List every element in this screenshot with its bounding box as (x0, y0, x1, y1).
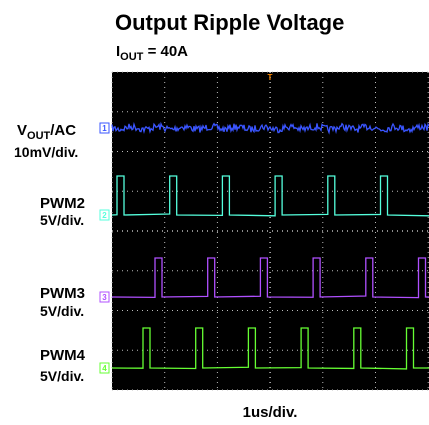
channel-marker-box (99, 122, 110, 134)
pwm4-trace (111, 327, 429, 370)
subtitle: IOUT = 40A (116, 43, 188, 63)
vout-trace (111, 121, 429, 135)
channel-scale: 5V/div. (40, 368, 84, 384)
channel-marker: 4 (102, 364, 107, 373)
name-sub: OUT (27, 130, 51, 142)
trigger-marker: T (268, 73, 273, 82)
name-rest: /AC (50, 122, 76, 139)
channel-scale: 10mV/div. (14, 144, 78, 160)
subtitle-main: I (116, 43, 120, 60)
channel-name: VOUT/AC (17, 122, 76, 142)
channel-marker: 1 (102, 124, 107, 133)
channel-marker-box (99, 291, 110, 303)
title: Output Ripple Voltage (115, 10, 344, 35)
channel-name: PWM2 (40, 195, 85, 212)
waveforms (111, 121, 429, 370)
channel-name: PWM4 (40, 347, 86, 364)
pwm2-trace (111, 175, 429, 217)
subtitle-rest: = 40A (143, 43, 188, 60)
channel-marker: 3 (102, 293, 107, 302)
subtitle-sub: OUT (120, 51, 144, 63)
channel-scale: 5V/div. (40, 212, 84, 228)
pwm3-trace (111, 257, 429, 299)
channel-scale: 5V/div. (40, 303, 84, 319)
channel-name: PWM3 (40, 285, 85, 302)
timebase: 1us/div. (243, 404, 298, 421)
name-main: V (17, 122, 27, 139)
channel-marker: 2 (102, 211, 107, 220)
channel-marker-box (99, 209, 110, 221)
channel-marker-box (99, 362, 110, 374)
grid (111, 71, 429, 391)
